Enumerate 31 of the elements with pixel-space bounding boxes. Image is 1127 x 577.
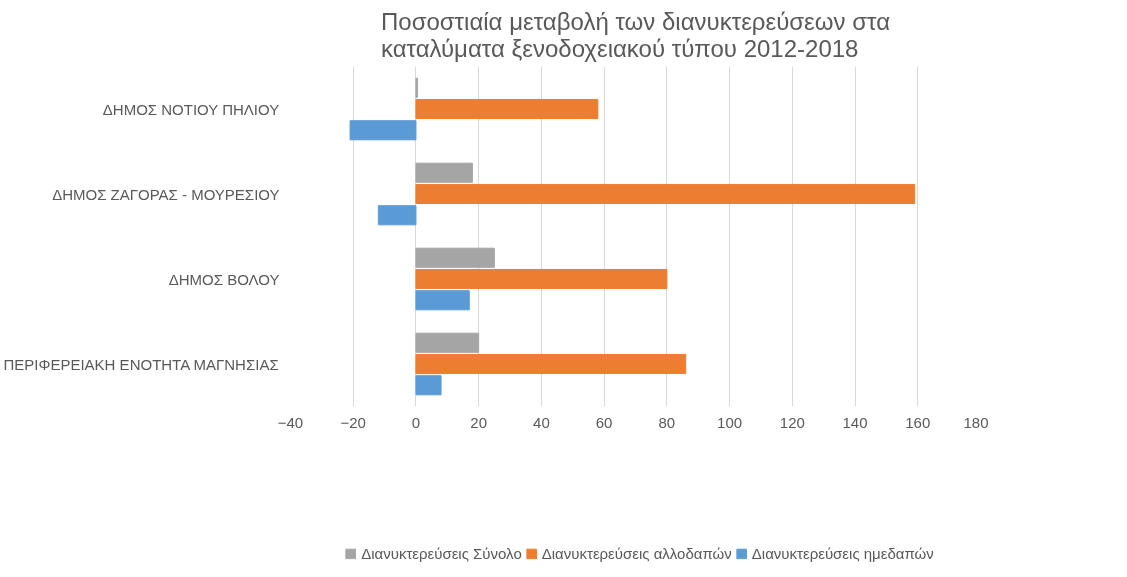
bar — [415, 162, 473, 183]
x-tick-label: 0 — [411, 413, 421, 431]
y-tick-label: ΔΗΜΟΣ ΝΟΤΙΟΥ ΠΗΛΙΟΥ — [102, 100, 280, 118]
x-tick-label: −40 — [277, 413, 304, 431]
bar — [349, 120, 417, 141]
bar — [415, 375, 442, 396]
y-tick-label: ΠΕΡΙΦΕΡΕΙΑΚΗ ΕΝΟΤΗΤΑ ΜΑΓΝΗΣΙΑΣ — [3, 355, 279, 373]
bar — [415, 98, 599, 120]
bar — [415, 268, 668, 290]
bar — [415, 183, 916, 205]
bar — [415, 332, 480, 353]
y-tick-label: ΔΗΜΟΣ ΒΟΛΟΥ — [168, 270, 280, 288]
bar — [415, 247, 495, 268]
x-tick-label: −20 — [340, 413, 366, 431]
y-tick-label: ΔΗΜΟΣ ΖΑΓΟΡΑΣ - ΜΟΥΡΕΣΙΟΥ — [52, 185, 280, 203]
x-tick-label: 100 — [717, 413, 743, 431]
x-tick-label: 120 — [779, 413, 805, 431]
chart-title: Ποσοστιαία μεταβολή των διανυκτερεύσεων στα καταλύματα ξενοδοχειακού τύπου 2012-2018 — [380, 7, 891, 62]
x-tick-label: 140 — [842, 413, 868, 431]
legend-label: Διανυκτερεύσεις αλλοδαπών — [541, 544, 732, 562]
bar — [415, 290, 470, 311]
x-tick-label: 40 — [533, 413, 550, 431]
x-tick-label: 80 — [658, 413, 676, 431]
legend-label: Διανυκτερεύσεις Σύνολο — [361, 544, 522, 562]
x-tick-label: 20 — [470, 413, 488, 431]
x-tick-label: 180 — [963, 413, 989, 431]
x-tick-label: 160 — [905, 413, 931, 431]
bar — [415, 353, 687, 375]
bar — [377, 205, 417, 226]
x-tick-label: 60 — [595, 413, 613, 431]
legend-label: Διανυκτερεύσεις ημεδαπών — [751, 544, 934, 562]
